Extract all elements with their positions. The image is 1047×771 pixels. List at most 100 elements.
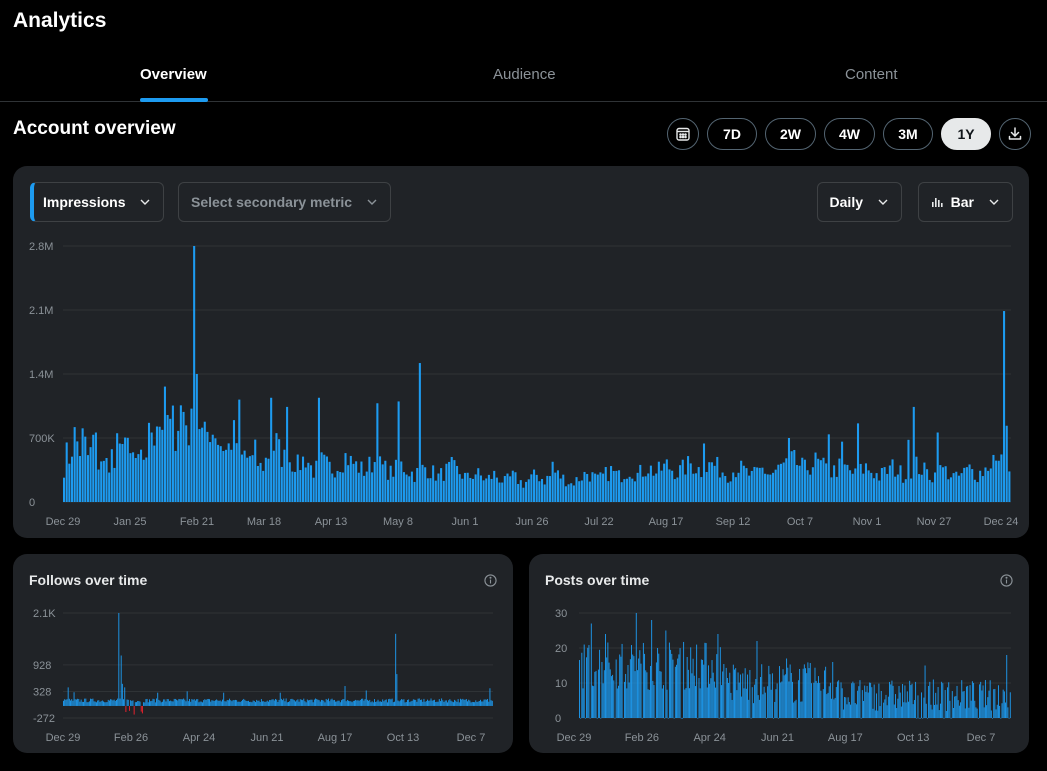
download-button[interactable] — [999, 118, 1031, 150]
bar — [448, 461, 451, 502]
bar — [651, 620, 653, 718]
bar — [957, 475, 960, 502]
bar — [615, 659, 617, 718]
bar — [410, 701, 412, 706]
bar — [575, 477, 578, 502]
bar — [404, 702, 406, 706]
bar — [392, 702, 394, 706]
bar — [806, 470, 809, 502]
bar — [423, 698, 425, 706]
bar — [286, 406, 289, 502]
bar — [153, 699, 155, 706]
x-tick-label: Apr 24 — [183, 732, 215, 744]
bar — [309, 699, 311, 706]
bar — [399, 700, 401, 706]
bar — [704, 642, 706, 718]
tab-overview[interactable]: Overview — [140, 66, 207, 83]
bar — [897, 698, 899, 718]
bar — [443, 701, 445, 706]
range-1y-button[interactable]: 1Y — [941, 118, 991, 150]
bar — [333, 699, 335, 706]
range-7d-button[interactable]: 7D — [707, 118, 757, 150]
bar — [671, 470, 674, 502]
bar — [381, 464, 384, 502]
bar — [280, 698, 282, 706]
bar — [227, 700, 229, 706]
tab-audience[interactable]: Audience — [493, 66, 556, 83]
bar — [841, 688, 843, 718]
bar — [426, 478, 429, 502]
bar — [799, 669, 801, 718]
bar — [444, 700, 446, 706]
bar — [938, 710, 940, 718]
bar — [722, 671, 724, 718]
bar — [843, 464, 846, 502]
range-2w-button[interactable]: 2W — [765, 118, 816, 150]
bar — [485, 699, 487, 706]
bar — [997, 460, 1000, 502]
bar — [306, 699, 308, 706]
bar — [792, 681, 793, 718]
bar — [748, 699, 750, 718]
bar — [100, 461, 103, 502]
bar — [231, 701, 233, 706]
bar — [616, 688, 618, 718]
bar — [388, 699, 390, 706]
bar — [324, 702, 326, 706]
bar — [270, 397, 273, 502]
x-tick-label: Apr 24 — [693, 732, 725, 744]
calendar-button[interactable] — [667, 118, 699, 150]
bar — [856, 423, 860, 502]
bar — [710, 678, 712, 718]
primary-metric-dropdown[interactable]: Impressions — [30, 182, 165, 222]
bar — [193, 246, 196, 502]
bar — [679, 648, 681, 718]
bar — [230, 449, 233, 502]
secondary-metric-dropdown[interactable]: Select secondary metric — [178, 182, 392, 222]
bar — [302, 700, 304, 706]
bar — [1008, 718, 1010, 719]
bar — [132, 700, 134, 706]
period-dropdown[interactable]: Daily — [816, 182, 902, 222]
bar — [198, 702, 200, 706]
bar — [448, 700, 450, 706]
bar — [929, 681, 931, 718]
bar — [244, 699, 246, 706]
x-tick-label: Sep 12 — [716, 516, 751, 528]
bar — [867, 692, 869, 718]
bar — [922, 718, 924, 719]
bar — [900, 706, 902, 718]
y-tick-label: 928 — [33, 660, 51, 672]
bar — [307, 462, 310, 502]
bar — [807, 662, 809, 718]
chart-type-dropdown[interactable]: Bar — [917, 182, 1013, 222]
bar — [276, 699, 278, 706]
bar — [912, 406, 915, 502]
range-3m-button[interactable]: 3M — [883, 118, 933, 150]
bar — [206, 431, 209, 502]
info-icon[interactable] — [1000, 574, 1013, 587]
bar — [864, 685, 866, 718]
bar — [210, 701, 212, 706]
range-4w-button[interactable]: 4W — [824, 118, 875, 150]
bar — [317, 397, 320, 502]
bar — [240, 454, 243, 502]
bar — [939, 465, 942, 502]
bar — [837, 681, 838, 718]
bar — [481, 701, 483, 706]
bar — [352, 700, 354, 706]
bar — [100, 701, 102, 706]
bar — [705, 471, 708, 502]
bar — [636, 670, 638, 718]
bar — [947, 479, 950, 502]
info-icon[interactable] — [484, 574, 497, 587]
bar — [214, 700, 216, 706]
tab-content[interactable]: Content — [845, 66, 898, 83]
bar — [636, 472, 639, 502]
bar — [377, 699, 379, 706]
bar — [429, 478, 432, 502]
bar — [809, 663, 811, 718]
bar — [477, 701, 479, 706]
bar — [247, 700, 249, 706]
bar — [842, 709, 844, 718]
